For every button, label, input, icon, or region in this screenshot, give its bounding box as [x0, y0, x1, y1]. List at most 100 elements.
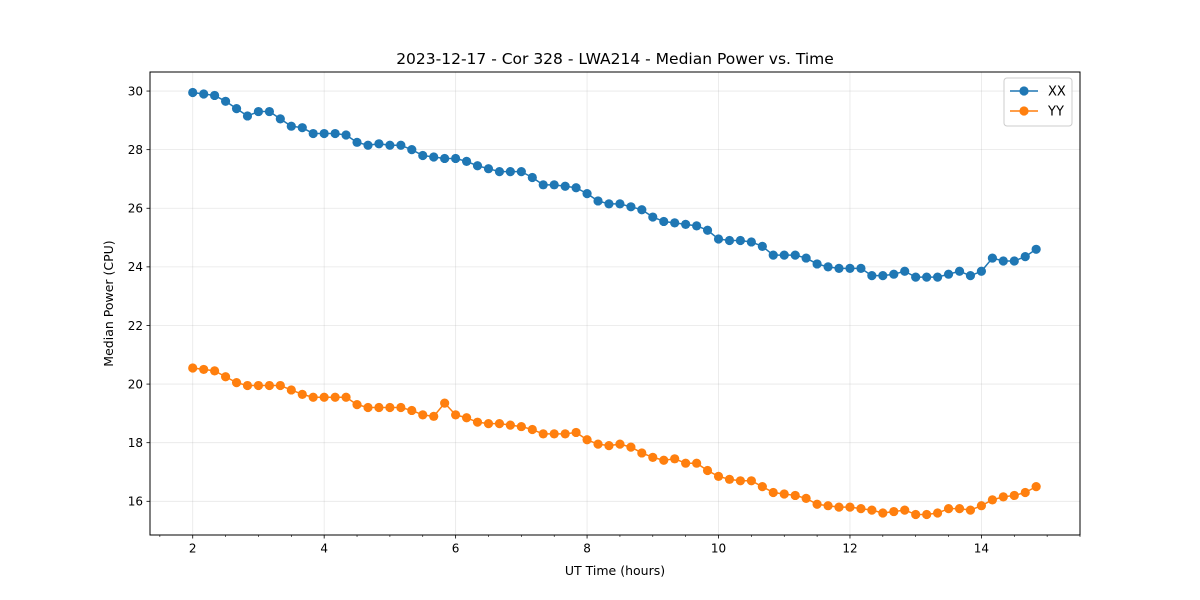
y-tick-label: 20: [128, 377, 143, 391]
data-point-xx: [943, 269, 954, 279]
legend-marker-yy: [1019, 106, 1029, 116]
data-point-xx: [823, 262, 833, 272]
data-point-yy: [418, 410, 428, 420]
data-point-yy: [242, 380, 253, 391]
data-point-yy: [812, 499, 822, 509]
data-point-yy: [878, 508, 888, 518]
data-point-yy: [779, 489, 789, 499]
data-point-xx: [242, 111, 253, 121]
legend-label-xx: XX: [1048, 85, 1066, 100]
data-point-yy: [692, 458, 702, 468]
data-point-yy: [330, 392, 340, 402]
data-point-xx: [352, 137, 362, 147]
data-point-yy: [385, 402, 395, 413]
data-point-xx: [790, 250, 800, 260]
data-point-yy: [560, 429, 570, 439]
data-point-yy: [801, 493, 811, 503]
data-point-xx: [998, 256, 1008, 266]
y-tick-label: 18: [128, 436, 143, 450]
series-layer: [188, 87, 1041, 520]
data-point-xx: [648, 212, 658, 222]
data-point-yy: [889, 506, 899, 517]
data-point-xx: [779, 250, 789, 260]
legend: XX YY: [1003, 77, 1073, 127]
data-point-yy: [231, 378, 242, 388]
data-point-xx: [637, 205, 647, 215]
data-point-xx: [615, 199, 625, 209]
data-point-xx: [878, 271, 888, 281]
data-point-xx: [768, 250, 778, 260]
data-point-xx: [429, 152, 439, 162]
data-point-yy: [713, 471, 724, 481]
data-point-yy: [199, 364, 209, 375]
y-tick-label: 28: [128, 143, 143, 157]
legend-marker-xx: [1019, 86, 1029, 96]
data-point-yy: [461, 413, 472, 423]
data-point-yy: [210, 366, 220, 376]
data-point-xx: [932, 272, 943, 282]
grid: [150, 72, 1080, 535]
data-point-xx: [571, 183, 581, 193]
data-point-xx: [757, 241, 767, 251]
data-point-yy: [516, 421, 526, 432]
data-point-xx: [702, 225, 713, 235]
data-point-yy: [932, 508, 943, 518]
data-point-yy: [319, 392, 329, 402]
data-point-yy: [702, 465, 713, 476]
data-point-yy: [440, 398, 450, 408]
data-point-yy: [724, 474, 735, 484]
series-xx: [188, 87, 1041, 282]
data-point-xx: [188, 87, 198, 98]
data-point-xx: [538, 180, 548, 190]
data-point-yy: [297, 389, 307, 399]
data-point-xx: [483, 164, 494, 174]
data-point-yy: [429, 411, 439, 421]
x-tick-label: 2: [189, 542, 197, 556]
data-point-yy: [1020, 487, 1030, 498]
data-point-xx: [472, 161, 483, 171]
data-point-xx: [374, 139, 384, 149]
data-point-yy: [549, 429, 559, 439]
y-tick-label: 22: [128, 319, 143, 333]
data-point-yy: [976, 501, 987, 511]
data-point-yy: [571, 427, 581, 438]
data-point-xx: [516, 167, 526, 177]
y-axis-label: Median Power (CPU): [101, 240, 116, 366]
data-point-xx: [275, 114, 285, 124]
data-point-yy: [823, 501, 833, 511]
y-tick-label: 26: [128, 202, 143, 216]
data-point-xx: [407, 145, 417, 155]
data-point-yy: [308, 392, 318, 402]
data-point-xx: [231, 104, 242, 114]
data-point-xx: [494, 167, 505, 177]
data-point-yy: [768, 487, 778, 498]
data-point-xx: [319, 128, 329, 139]
data-point-yy: [681, 458, 691, 468]
data-point-xx: [724, 235, 735, 246]
y-tick-label: 24: [128, 260, 143, 274]
x-axis-label: UT Time (hours): [565, 563, 665, 578]
data-point-yy: [900, 505, 910, 515]
data-point-yy: [637, 448, 647, 458]
data-point-xx: [735, 235, 746, 246]
data-point-yy: [670, 454, 680, 464]
chart-title: 2023-12-17 - Cor 328 - LWA214 - Median P…: [396, 50, 834, 68]
data-point-yy: [757, 482, 767, 492]
data-point-xx: [527, 172, 537, 183]
data-point-xx: [867, 271, 877, 281]
data-point-xx: [199, 89, 209, 99]
data-point-yy: [735, 476, 746, 486]
data-point-yy: [987, 495, 997, 505]
data-point-xx: [900, 266, 910, 276]
data-point-xx: [308, 128, 318, 139]
data-point-yy: [790, 490, 800, 501]
data-point-xx: [582, 189, 592, 199]
data-point-yy: [253, 380, 264, 391]
data-point-xx: [253, 106, 264, 117]
data-point-xx: [746, 237, 756, 247]
data-point-xx: [396, 140, 406, 150]
data-point-yy: [505, 420, 515, 430]
data-point-yy: [341, 392, 351, 402]
data-point-xx: [670, 218, 680, 228]
data-point-xx: [385, 140, 395, 150]
